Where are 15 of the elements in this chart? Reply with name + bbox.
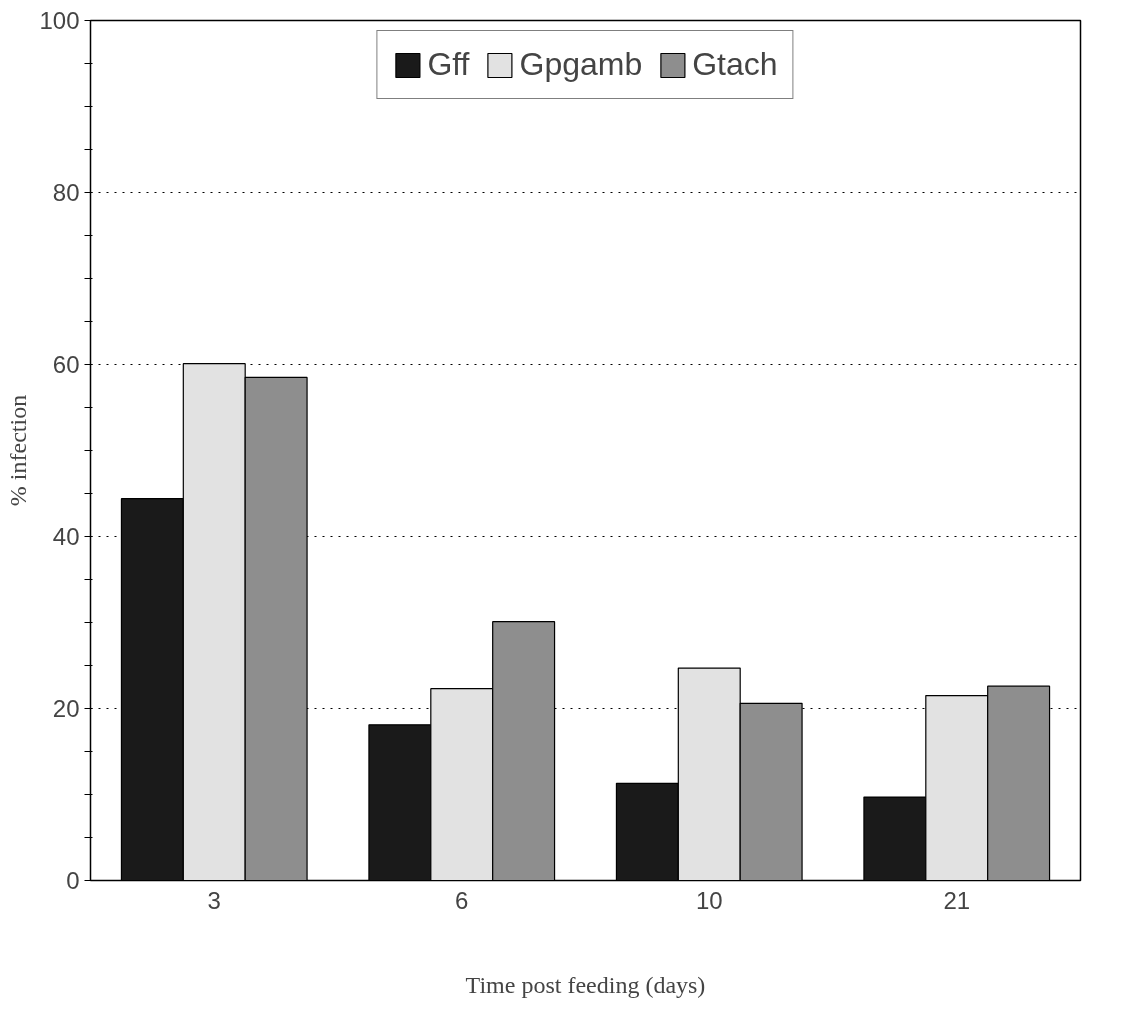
y-tick-label: 0 [66,867,80,894]
legend-label: Gpgamb [519,46,643,83]
x-tick-label: 3 [207,886,221,914]
y-tick-label: 80 [52,179,80,206]
x-tick-label: 10 [695,886,723,914]
y-tick-label: 40 [52,523,80,550]
legend-label: Gtach [692,46,778,83]
x-tick-label: 6 [455,886,469,914]
y-tick-label: 100 [39,7,80,34]
x-axis-title: Time post feeding (days) [465,971,706,998]
legend-label: Gff [427,46,470,83]
y-tick-label: 60 [52,351,80,378]
y-axis-title: % infection [5,394,32,507]
y-tick-label: 20 [52,695,80,722]
x-tick-label: 21 [943,886,971,914]
